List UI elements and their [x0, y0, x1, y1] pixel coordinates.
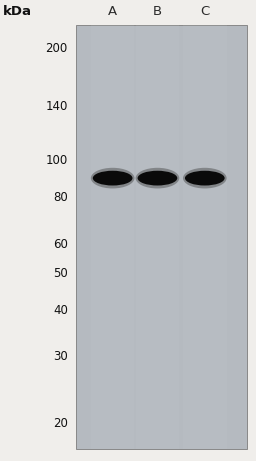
Bar: [76, 25, 247, 449]
Text: 60: 60: [53, 237, 68, 251]
Ellipse shape: [91, 168, 134, 189]
Bar: [91, 25, 134, 449]
Text: B: B: [153, 5, 162, 18]
Text: 200: 200: [46, 41, 68, 54]
Text: A: A: [108, 5, 117, 18]
Text: 100: 100: [46, 154, 68, 167]
Text: C: C: [200, 5, 209, 18]
Ellipse shape: [138, 171, 177, 185]
Ellipse shape: [136, 168, 179, 189]
Text: 20: 20: [53, 417, 68, 430]
Text: 40: 40: [53, 304, 68, 317]
Bar: [183, 25, 227, 449]
Text: 140: 140: [46, 100, 68, 112]
Text: 50: 50: [53, 267, 68, 280]
Ellipse shape: [185, 171, 225, 185]
Ellipse shape: [183, 168, 227, 189]
Text: 30: 30: [53, 350, 68, 363]
Ellipse shape: [93, 171, 133, 185]
Text: kDa: kDa: [3, 5, 31, 18]
Bar: [136, 25, 179, 449]
Text: 80: 80: [53, 191, 68, 204]
